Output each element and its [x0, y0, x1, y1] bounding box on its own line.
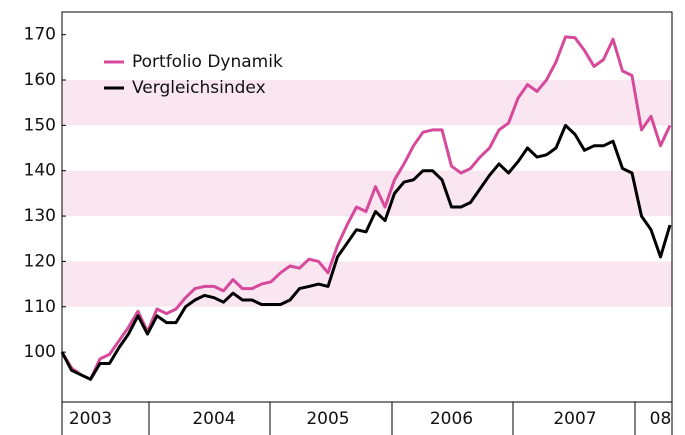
x-tick-label: 08: [650, 409, 672, 429]
x-tick-label: 2007: [553, 409, 596, 429]
series-line: [60, 35, 672, 381]
x-tick-label: 2004: [192, 409, 235, 429]
y-tick-label: 130: [24, 206, 56, 226]
x-tick-label: 2006: [430, 409, 473, 429]
y-tick-label: 150: [24, 115, 56, 135]
y-tick-label: 100: [24, 342, 56, 362]
bands: [62, 80, 672, 307]
legend-label: Portfolio Dynamik: [132, 52, 283, 72]
y-tick-label: 170: [24, 25, 56, 45]
x-tick-label: 2003: [69, 409, 112, 429]
grid-band: [62, 261, 672, 307]
plot-frame: [61, 11, 673, 403]
y-tick-label: 160: [24, 70, 56, 90]
separators: [61, 402, 673, 435]
x-tick-label: 2005: [306, 409, 349, 429]
y-tick-label: 120: [24, 251, 56, 271]
y-tick-label: 140: [24, 161, 56, 181]
series-line: [60, 123, 672, 381]
grid-band: [62, 80, 672, 126]
legend-label: Vergleichsindex: [132, 78, 266, 98]
y-tick-label: 110: [24, 297, 56, 317]
